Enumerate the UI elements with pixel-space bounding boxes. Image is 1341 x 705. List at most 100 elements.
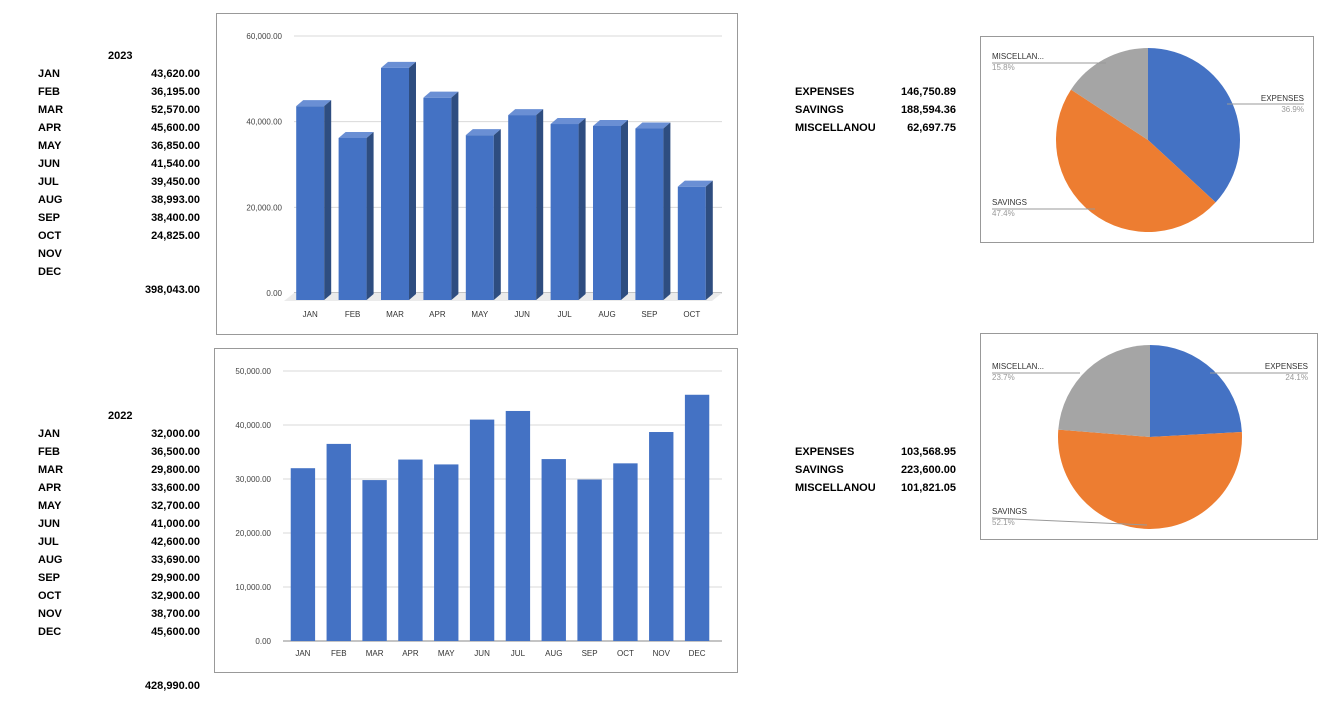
month-label: APR	[38, 122, 62, 134]
month-value: 45,600.00	[151, 626, 200, 638]
pie-slice-savings	[1058, 429, 1242, 530]
x-tick-label: OCT	[683, 310, 700, 319]
bar-top	[381, 61, 416, 68]
bar-jun	[508, 115, 537, 300]
month-value: 41,000.00	[151, 518, 200, 530]
bar-dec	[684, 394, 710, 641]
month-value: 39,450.00	[151, 176, 200, 188]
bar-sep	[577, 479, 602, 641]
bar-top	[338, 131, 374, 138]
bar-top	[550, 118, 586, 125]
bar-side	[578, 118, 586, 301]
month-value: 36,850.00	[151, 140, 200, 152]
x-tick-label: JUN	[514, 310, 530, 319]
month-value: 29,800.00	[151, 464, 200, 476]
y-tick-label: 30,000.00	[235, 475, 271, 484]
month-value: 33,600.00	[151, 482, 200, 494]
month-value: 36,195.00	[151, 86, 200, 98]
month-label: OCT	[38, 230, 62, 242]
summary-value: 146,750.89	[900, 86, 956, 98]
month-label: JUL	[38, 536, 59, 548]
y-tick-label: 10,000.00	[235, 583, 271, 592]
month-label: OCT	[38, 590, 62, 602]
month-label: DEC	[38, 626, 62, 638]
month-label: JUN	[38, 158, 61, 170]
month-label: APR	[38, 482, 62, 494]
x-tick-label: APR	[402, 649, 419, 658]
bar-side	[536, 109, 544, 300]
bar-may	[434, 464, 459, 641]
y-tick-label: 0.00	[266, 289, 282, 298]
month-label: JUN	[38, 518, 61, 530]
month-label: JAN	[38, 428, 61, 440]
x-tick-label: APR	[429, 310, 446, 319]
bar-jan	[296, 106, 325, 300]
x-tick-label: OCT	[617, 649, 634, 658]
bar-side	[620, 119, 628, 300]
month-value: 41,540.00	[151, 158, 200, 170]
month-value: 45,600.00	[151, 122, 200, 134]
month-label: JUL	[38, 176, 59, 188]
month-label: SEP	[38, 572, 61, 584]
slice-percent: 15.8%	[992, 63, 1015, 72]
x-tick-label: MAR	[366, 649, 384, 658]
bar-may	[465, 135, 494, 300]
month-value: 38,993.00	[151, 194, 200, 206]
total-value: 398,043.00	[144, 284, 200, 296]
month-label: SEP	[38, 212, 61, 224]
pie-chart-2022[interactable]: EXPENSES 24.1% SAVINGS 52.1% MISCELLAN... 23.…	[980, 333, 1318, 540]
bar-oct	[613, 463, 638, 641]
summary-label: EXPENSES	[795, 86, 855, 98]
bar-mar	[381, 67, 409, 300]
month-label: JAN	[38, 68, 61, 80]
x-tick-label: JUN	[474, 649, 490, 658]
pie-slice-savings	[1056, 89, 1216, 233]
x-tick-label: JAN	[303, 310, 318, 319]
slice-percent: 23.7%	[992, 373, 1015, 382]
slice-percent: 52.1%	[992, 518, 1015, 527]
month-label: FEB	[38, 446, 60, 458]
bar-side	[324, 100, 332, 300]
bar-aug	[541, 459, 566, 641]
x-tick-label: FEB	[331, 649, 347, 658]
month-value: 29,900.00	[151, 572, 200, 584]
month-value: 33,690.00	[151, 554, 200, 566]
x-tick-label: MAY	[471, 310, 488, 319]
month-value: 32,900.00	[151, 590, 200, 602]
slice-label: SAVINGS	[992, 198, 1027, 207]
bar-top	[508, 109, 544, 116]
bar-mar	[362, 480, 387, 641]
bar-nov	[649, 432, 674, 641]
month-label: AUG	[38, 554, 63, 566]
total-value: 428,990.00	[144, 680, 200, 692]
bar-apr	[398, 459, 423, 641]
month-value: 32,700.00	[151, 500, 200, 512]
bar-top	[593, 119, 628, 126]
bar-jan	[290, 468, 316, 641]
month-value: 38,700.00	[151, 608, 200, 620]
bar-chart-2022[interactable]: 0.00 10,000.00 20,000.00 30,000.00 40,000.00…	[214, 348, 738, 673]
pie-slice-miscellan	[1070, 48, 1148, 140]
slice-percent: 36.9%	[1281, 105, 1304, 114]
y-tick-label: 50,000.00	[235, 367, 271, 376]
bar-apr	[423, 97, 452, 301]
month-label: AUG	[38, 194, 63, 206]
x-tick-label: AUG	[545, 649, 562, 658]
month-value: 43,620.00	[151, 68, 200, 80]
x-tick-label: MAY	[438, 649, 455, 658]
x-tick-label: AUG	[598, 310, 615, 319]
x-tick-label: JUL	[511, 649, 526, 658]
bar-jun	[469, 419, 495, 641]
bar-chart-2023[interactable]: 0.00 20,000.00 40,000.00 60,000.00 JAN FEB MAR…	[216, 13, 738, 335]
bar-side	[493, 129, 501, 300]
slice-label: SAVINGS	[992, 507, 1027, 516]
slice-percent: 24.1%	[1285, 373, 1308, 382]
month-label: FEB	[38, 86, 60, 98]
pie-chart-2023[interactable]: EXPENSES 36.9% SAVINGS 47.4% MISCELLAN... 15.…	[980, 36, 1314, 243]
slice-label: MISCELLAN...	[992, 362, 1044, 371]
pie-slice-miscellan	[1058, 345, 1150, 437]
slice-label: MISCELLAN...	[992, 52, 1044, 61]
bar-oct	[677, 186, 706, 300]
slice-percent: 47.4%	[992, 209, 1015, 218]
month-label: MAR	[38, 104, 64, 116]
